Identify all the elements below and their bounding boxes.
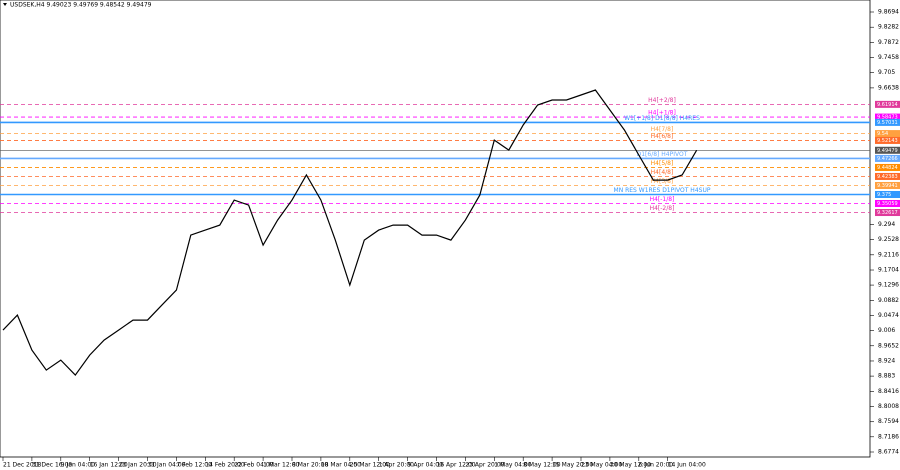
header-icon	[3, 3, 7, 6]
x-tick-label: 31 Jan 04:00	[148, 462, 186, 469]
x-tick-label: 7 Feb 12:00	[176, 462, 212, 469]
x-tick-label: 16 Apr 12:00	[437, 462, 476, 469]
y-tick-label: 9.006	[878, 327, 895, 334]
level-label: H4[6/8]	[651, 133, 674, 140]
price-box	[875, 209, 900, 217]
y-tick-label: 9.0882	[878, 297, 899, 304]
x-tick-label: 31 Dec 16:00	[32, 462, 73, 469]
x-tick-label: 15 May 20:00	[552, 462, 593, 469]
price-box-label: 9.44824	[877, 165, 898, 171]
x-tick-label: 8 May 12:00	[523, 462, 561, 469]
level-label: W1[+1/8] D1[8/8] H4RES	[624, 115, 700, 122]
y-tick-label: 9.7872	[878, 39, 899, 46]
price-box	[875, 136, 900, 144]
price-box-label: 9.32617	[877, 210, 898, 216]
last-price-label: 9.49479	[877, 148, 898, 154]
y-tick-label: 9.8694	[878, 9, 899, 16]
x-tick-label: 18 Mar 04:00	[321, 462, 361, 469]
price-box-label: 9.54	[877, 131, 888, 137]
y-tick-label: 9.1296	[878, 282, 899, 289]
level-label: D1[6/8] H4PIVOT	[637, 151, 688, 158]
x-tick-label: 25 Mar 12:00	[350, 462, 390, 469]
plot-frame	[0, 0, 871, 458]
x-tick-label: 16 Jan 12:00	[90, 462, 128, 469]
last-price-box	[875, 146, 900, 154]
level-label: MN RES W1RES D1PIVOT H4SUP	[614, 187, 711, 194]
x-tick-label: 6 Jun 20:00	[639, 462, 673, 469]
x-tick-label: 9 Jan 04:00	[61, 462, 95, 469]
price-box	[875, 100, 900, 108]
y-tick-label: 9.294	[878, 221, 895, 228]
price-box-label: 9.52143	[877, 138, 898, 144]
price-box	[875, 181, 900, 189]
x-tick-label: 30 May 12:00	[610, 462, 651, 469]
y-tick-label: 9.8282	[878, 24, 899, 31]
price-box-label: 9.375	[877, 192, 891, 198]
price-box	[875, 113, 900, 121]
y-tick-label: 9.0474	[878, 312, 899, 319]
y-tick-label: 9.7458	[878, 54, 899, 61]
level-label: H4[+2/8]	[648, 97, 676, 104]
price-box-label: 9.47266	[877, 156, 898, 162]
price-box-label: 9.57031	[877, 120, 898, 126]
level-label: H4[+1/8]	[648, 110, 676, 117]
price-box-label: 9.42383	[877, 174, 898, 180]
x-tick-label: 23 Apr 20:00	[465, 462, 504, 469]
x-tick-label: 14 Feb 20:00	[205, 462, 245, 469]
y-tick-label: 9.1704	[878, 267, 899, 274]
x-tick-label: 21 Dec 2018	[3, 462, 42, 469]
x-tick-label: 22 Feb 04:00	[234, 462, 274, 469]
x-tick-label: 23 Jan 20:00	[119, 462, 157, 469]
y-tick-label: 9.2528	[878, 236, 899, 243]
price-box-label: 9.58473	[877, 115, 898, 121]
x-tick-label: 1 Apr 20:00	[379, 462, 414, 469]
x-tick-label: 23 May 04:00	[581, 462, 622, 469]
price-box	[875, 172, 900, 180]
level-label: H4[-1/8]	[650, 196, 675, 203]
level-label: H4[4/8]	[651, 169, 674, 176]
price-box	[875, 190, 900, 198]
y-tick-label: 8.7186	[878, 433, 899, 440]
x-tick-label: 9 Apr 04:00	[408, 462, 443, 469]
level-label: H4[7/8]	[651, 126, 674, 133]
y-tick-label: 9.705	[878, 69, 895, 76]
price-line	[2, 89, 698, 377]
y-tick-label: 8.883	[878, 373, 895, 380]
y-tick-label: 8.6774	[878, 449, 899, 456]
price-box	[875, 200, 900, 208]
price-box-label: 9.61914	[877, 102, 898, 108]
y-tick-label: 9.6638	[878, 84, 899, 91]
y-tick-label: 8.8416	[878, 388, 899, 395]
level-label: H4[3/8]	[651, 178, 674, 185]
x-tick-label: 1 May 04:00	[494, 462, 532, 469]
price-box	[875, 118, 900, 126]
price-box	[875, 154, 900, 162]
level-label: H4[5/8]	[651, 160, 674, 167]
x-tick-label: 1 Mar 12:00	[263, 462, 299, 469]
x-tick-label: 14 Jun 04:00	[668, 462, 706, 469]
price-box	[875, 130, 900, 138]
y-tick-label: 8.9652	[878, 342, 899, 349]
y-tick-label: 9.2116	[878, 251, 899, 258]
x-tick-label: 8 Mar 20:00	[292, 462, 328, 469]
y-tick-label: 8.8008	[878, 403, 899, 410]
price-box	[875, 163, 900, 171]
price-box-label: 9.39941	[877, 183, 898, 189]
chart-title: USDSEK,H4 9.49023 9.49769 9.48542 9.4947…	[10, 2, 152, 9]
price-box-label: 9.35059	[877, 201, 898, 207]
level-label: H4[-2/8]	[650, 205, 675, 212]
y-tick-label: 8.924	[878, 357, 895, 364]
y-tick-label: 8.7594	[878, 418, 899, 425]
